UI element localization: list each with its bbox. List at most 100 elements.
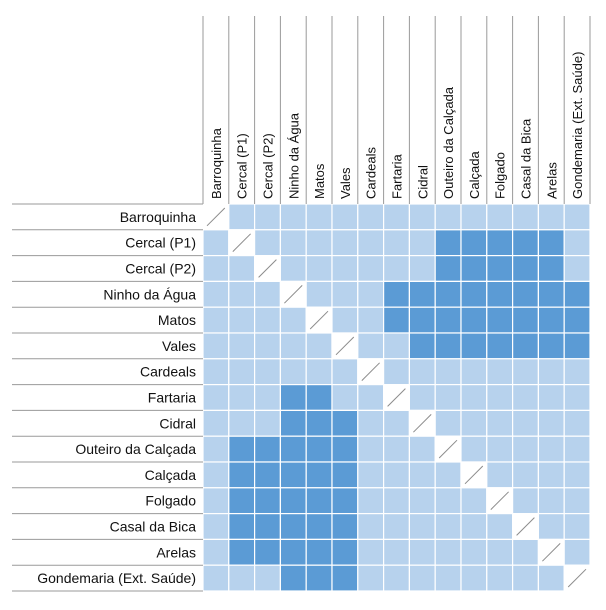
matrix-cell bbox=[408, 255, 436, 283]
row-label: Ninho da Água bbox=[103, 286, 196, 302]
diagonal-slash bbox=[284, 285, 303, 304]
matrix-cell bbox=[331, 564, 359, 592]
matrix-cell bbox=[486, 229, 514, 257]
row-label: Barroquinha bbox=[120, 209, 196, 225]
matrix-cell bbox=[434, 512, 462, 540]
matrix-cell bbox=[486, 280, 514, 308]
matrix-cell bbox=[228, 435, 256, 463]
matrix-cell bbox=[563, 384, 591, 412]
row-label: Vales bbox=[162, 338, 196, 354]
matrix-cell bbox=[460, 384, 488, 412]
column-label: Ninho da Água bbox=[286, 112, 301, 199]
matrix-cell bbox=[279, 461, 307, 489]
matrix-cell bbox=[563, 332, 591, 360]
matrix-cell bbox=[279, 358, 307, 386]
matrix-cell bbox=[511, 280, 539, 308]
matrix-cell bbox=[305, 512, 333, 540]
matrix-cell bbox=[383, 538, 411, 566]
matrix-cell bbox=[486, 538, 514, 566]
matrix-cell bbox=[460, 358, 488, 386]
matrix-cell bbox=[228, 409, 256, 437]
matrix-cell bbox=[408, 358, 436, 386]
matrix-cell bbox=[305, 538, 333, 566]
matrix-cell bbox=[383, 332, 411, 360]
matrix-cell bbox=[434, 538, 462, 566]
diagonal-slash bbox=[542, 543, 561, 562]
matrix-cell bbox=[434, 487, 462, 515]
matrix-cell bbox=[254, 409, 282, 437]
column-label: Cercal (P2) bbox=[261, 133, 276, 199]
matrix-cell bbox=[434, 332, 462, 360]
matrix-cell bbox=[486, 512, 514, 540]
matrix-cell bbox=[537, 255, 565, 283]
matrix-cell bbox=[279, 203, 307, 231]
diagonal-slash bbox=[438, 439, 458, 459]
diagonal-slash bbox=[567, 568, 587, 588]
matrix-cell bbox=[383, 280, 411, 308]
matrix-cell bbox=[511, 461, 539, 489]
diagonal-slash bbox=[309, 310, 329, 330]
column-label: Gondemaria (Ext. Saúde) bbox=[570, 52, 585, 199]
diagonal-slash bbox=[232, 233, 251, 252]
matrix-cell bbox=[537, 435, 565, 463]
matrix-cell bbox=[511, 564, 539, 592]
matrix-cell bbox=[228, 384, 256, 412]
matrix-cell bbox=[408, 564, 436, 592]
matrix-cell bbox=[357, 487, 385, 515]
matrix-cell bbox=[279, 538, 307, 566]
column-label: Fartaria bbox=[390, 153, 405, 199]
matrix-cell bbox=[331, 306, 359, 334]
matrix-cell bbox=[228, 203, 256, 231]
matrix-cell bbox=[331, 203, 359, 231]
matrix-cell bbox=[383, 409, 411, 437]
row-label: Cardeals bbox=[140, 364, 196, 380]
row-label: Arelas bbox=[156, 544, 196, 560]
matrix-cell bbox=[202, 409, 230, 437]
matrix-cell bbox=[202, 229, 230, 257]
matrix-cell bbox=[563, 255, 591, 283]
matrix-cell bbox=[563, 229, 591, 257]
matrix-cell bbox=[331, 538, 359, 566]
matrix-cell bbox=[357, 332, 385, 360]
matrix-cell bbox=[357, 564, 385, 592]
matrix-cell bbox=[202, 461, 230, 489]
matrix-cell bbox=[228, 538, 256, 566]
matrix-cell bbox=[331, 487, 359, 515]
matrix-cell bbox=[511, 306, 539, 334]
matrix-cell bbox=[537, 461, 565, 489]
matrix-cell bbox=[537, 512, 565, 540]
row-label: Outeiro da Calçada bbox=[75, 441, 196, 457]
matrix-cell bbox=[279, 255, 307, 283]
matrix-cell bbox=[305, 255, 333, 283]
matrix-cell bbox=[383, 255, 411, 283]
matrix-cell bbox=[563, 358, 591, 386]
column-label: Cidral bbox=[415, 165, 430, 199]
matrix-cell bbox=[357, 409, 385, 437]
matrix-cell bbox=[305, 203, 333, 231]
row-label: Folgado bbox=[145, 493, 196, 509]
diagonal-slash bbox=[206, 207, 226, 227]
matrix-cell bbox=[305, 229, 333, 257]
matrix-cell bbox=[537, 487, 565, 515]
matrix-cell bbox=[279, 564, 307, 592]
column-label: Vales bbox=[338, 167, 353, 199]
diagonal-slash bbox=[516, 517, 535, 536]
matrix-cell bbox=[486, 332, 514, 360]
matrix-cell bbox=[563, 280, 591, 308]
matrix-cell bbox=[434, 306, 462, 334]
matrix-cell bbox=[537, 306, 565, 334]
matrix-cell bbox=[357, 229, 385, 257]
matrix-cell bbox=[434, 280, 462, 308]
column-label: Barroquinha bbox=[209, 127, 224, 199]
matrix-cell bbox=[279, 332, 307, 360]
matrix-cell bbox=[383, 229, 411, 257]
matrix-cell bbox=[228, 255, 256, 283]
matrix-cell bbox=[537, 564, 565, 592]
matrix-cell bbox=[202, 306, 230, 334]
matrix-cell bbox=[331, 255, 359, 283]
matrix-cell bbox=[331, 435, 359, 463]
diagonal-slash bbox=[490, 491, 509, 510]
matrix-cell bbox=[486, 384, 514, 412]
matrix-cell bbox=[408, 203, 436, 231]
